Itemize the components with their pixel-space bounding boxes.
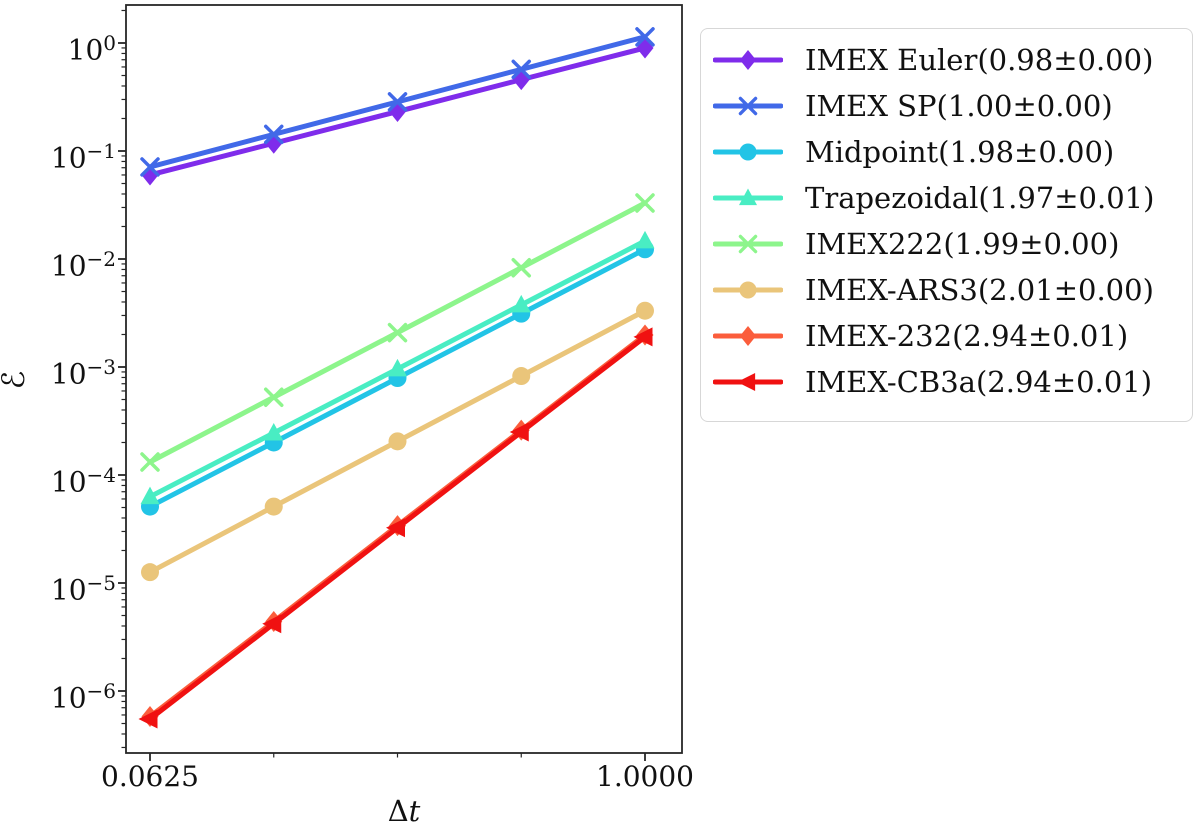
legend-item: IMEX-232(2.94±0.01) [711,313,1192,359]
legend-label: Midpoint(1.98±0.00) [805,135,1115,169]
series-marker-x [635,27,655,47]
series-marker-triangle-left [509,422,529,442]
series-marker-x [511,257,531,278]
legend-item: IMEX222(1.99±0.00) [711,221,1192,267]
legend-label: IMEX-CB3a(2.94±0.01) [805,365,1153,399]
legend: IMEX Euler(0.98±0.00) IMEX SP(1.00±0.00) M… [700,28,1193,422]
legend-label: IMEX SP(1.00±0.00) [805,89,1113,123]
series-marker-triangle-up [140,486,160,505]
x-tick-label: 1.0000 [596,760,694,793]
y-tick-label: 10−5 [50,571,116,607]
series-marker-circle [141,563,159,582]
y-axis-label: ℰ [0,358,36,402]
series-marker-triangle-left [737,372,756,392]
series-marker-triangle-up [388,358,407,377]
legend-label: Trapezoidal(1.97±0.01) [805,181,1155,215]
legend-item: IMEX Euler(0.98±0.00) [711,37,1192,83]
series-marker-triangle-left [262,614,282,634]
series-marker-x [387,322,408,343]
series-marker-circle [739,281,757,299]
legend-label: IMEX Euler(0.98±0.00) [805,43,1154,77]
legend-item: IMEX SP(1.00±0.00) [711,83,1192,129]
series-marker-x [387,92,408,112]
series-marker-triangle-up [264,422,284,441]
series-marker-circle [739,143,757,161]
series-marker-triangle-up [635,230,655,249]
y-tick-label: 10−1 [50,139,116,175]
series-marker-x [264,124,284,145]
y-tick-label: 10−4 [50,463,116,499]
legend-label: IMEX222(1.99±0.00) [805,227,1120,261]
series-marker-circle [388,432,407,451]
legend-sample-diamond-icon [713,326,783,346]
x-variable: t [408,794,421,828]
legend-item: IMEX-CB3a(2.94±0.01) [711,359,1192,405]
delta-symbol: Δ [387,794,409,828]
series-marker-circle [264,497,283,516]
series-marker-circle [636,301,654,320]
x-axis-label: Δt [334,794,474,828]
legend-sample-circle-icon [713,281,783,299]
series-marker-diamond [739,326,757,346]
series-marker-diamond [739,50,757,70]
legend-sample-diamond-icon [713,50,783,70]
legend-sample-x-icon [713,234,783,254]
series-marker-x [140,157,160,177]
series-marker-x [140,452,160,472]
series-marker-triangle-left [386,518,405,538]
series-marker-x [511,59,531,80]
y-tick-label: 10−6 [50,679,116,715]
series-marker-triangle-up [738,188,758,206]
legend-label: IMEX-232(2.94±0.01) [805,319,1129,353]
legend-sample-x-icon [713,96,783,116]
legend-sample-circle-icon [713,143,783,161]
legend-sample-triangle-up-icon [713,188,783,206]
y-tick-label: 100 [67,31,116,67]
series-marker-x [264,387,284,407]
x-tick-label: 0.0625 [101,760,199,793]
series-marker-circle [512,367,531,386]
series-marker-triangle-up [511,294,531,313]
axes-frame [125,4,683,754]
legend-item: Trapezoidal(1.97±0.01) [711,175,1192,221]
legend-label: IMEX-ARS3(2.01±0.00) [805,273,1154,307]
y-tick-label: 10−3 [50,355,116,391]
legend-sample-triangle-left-icon [713,372,783,392]
series-marker-x [738,96,758,116]
legend-item: Midpoint(1.98±0.00) [711,129,1192,175]
series-marker-x [635,193,655,213]
y-tick-label: 10−2 [50,247,116,283]
series-marker-x [738,234,758,254]
series-marker-triangle-left [138,709,158,729]
series-marker-triangle-left [633,327,653,347]
legend-item: IMEX-ARS3(2.01±0.00) [711,267,1192,313]
